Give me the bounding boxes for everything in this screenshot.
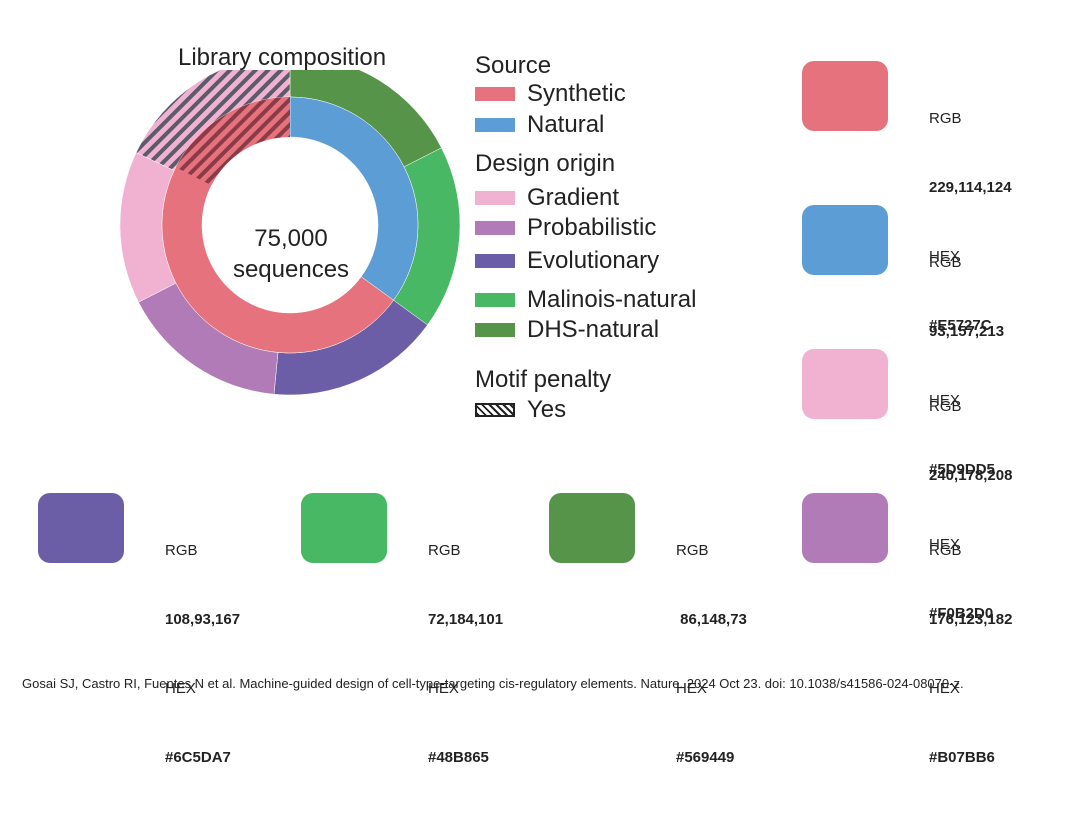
swatch-rgb-value: 93,157,213 xyxy=(929,323,1005,340)
swatch-hex-label: HEX xyxy=(428,680,459,697)
swatch-box xyxy=(802,205,888,275)
legend-label-synthetic: Synthetic xyxy=(527,80,626,107)
swatch-rgb-label: RGB xyxy=(929,542,962,559)
chart-title: Library composition xyxy=(178,44,387,71)
swatch-hex-value: #5D9DD5 xyxy=(929,461,995,478)
swatch-hex-label: HEX xyxy=(929,680,960,697)
swatch-rgb-value: 108,93,167 xyxy=(165,611,241,628)
center-label-line-1: 75,000 xyxy=(254,225,328,252)
legend-swatch-gradient xyxy=(475,191,515,205)
swatch-box xyxy=(802,493,888,563)
legend-swatch-hatched xyxy=(475,403,515,417)
swatch-box xyxy=(549,493,635,563)
legend-label-malinois-natural: Malinois-natural xyxy=(527,286,697,313)
swatch-box xyxy=(301,493,387,563)
legend-label-dhs-natural: DHS-natural xyxy=(527,316,660,343)
legend-label-gradient: Gradient xyxy=(527,184,620,211)
legend-swatch-natural xyxy=(475,118,515,132)
legend-heading-motif-penalty: Motif penalty xyxy=(475,366,612,393)
swatch-hex-label: HEX xyxy=(929,248,960,265)
swatch-rgb-value: 72,184,101 xyxy=(428,611,504,628)
legend-swatch-dhs-natural xyxy=(475,323,515,337)
swatch-hex-value: #6C5DA7 xyxy=(165,749,231,766)
legend-swatch-synthetic xyxy=(475,87,515,101)
swatch-rgb-label: RGB xyxy=(165,542,198,559)
swatch-hex-label: HEX xyxy=(165,680,196,697)
swatch-hex-value: #E5727C xyxy=(929,317,992,334)
donut-chart xyxy=(119,70,461,396)
swatch-box xyxy=(802,349,888,419)
legend-label-probabilistic: Probabilistic xyxy=(527,214,657,241)
swatch-rgb-label: RGB xyxy=(929,110,962,127)
legend-label-evolutionary: Evolutionary xyxy=(527,247,660,274)
legend-label-yes: Yes xyxy=(527,396,567,423)
swatch-rgb-label: RGB xyxy=(929,254,962,271)
swatch-rgb-label: RGB xyxy=(428,542,461,559)
citation: Gosai SJ, Castro RI, Fuentes N et al. Ma… xyxy=(22,676,964,691)
legend-heading-design-origin: Design origin xyxy=(475,150,616,177)
outer-ring xyxy=(119,70,461,396)
swatch-hex-value: #F0B2D0 xyxy=(929,605,994,622)
swatch-hex-label: HEX xyxy=(929,536,960,553)
swatch-hex-value: #569449 xyxy=(676,749,735,766)
swatch-box xyxy=(38,493,124,563)
inner-ring xyxy=(161,96,419,354)
swatch-box xyxy=(802,61,888,131)
swatch-hex-value: #48B865 xyxy=(428,749,489,766)
swatch-rgb-value: 176,123,182 xyxy=(929,611,1013,628)
slice-natural xyxy=(289,96,419,301)
legend-swatch-malinois-natural xyxy=(475,293,515,307)
swatch-rgb-value: 240,178,208 xyxy=(929,467,1013,484)
slice-synthetic-hatched xyxy=(175,97,290,186)
swatch-rgb-label: RGB xyxy=(929,398,962,415)
swatch-hex-value: #B07BB6 xyxy=(929,749,995,766)
swatch-hex-label: HEX xyxy=(676,680,707,697)
swatch-rgb-label: RGB xyxy=(676,542,709,559)
swatch-hex-label: HEX xyxy=(929,392,960,409)
legend-swatch-evolutionary xyxy=(475,254,515,268)
legend-label-natural: Natural xyxy=(527,111,605,138)
center-label-line-2: sequences xyxy=(232,256,350,283)
swatch-rgb-value: 229,114,124 xyxy=(929,179,1012,196)
legend-heading-source: Source xyxy=(475,52,552,79)
swatch-rgb-value: 86,148,73 xyxy=(676,611,747,628)
legend-swatch-probabilistic xyxy=(475,221,515,235)
